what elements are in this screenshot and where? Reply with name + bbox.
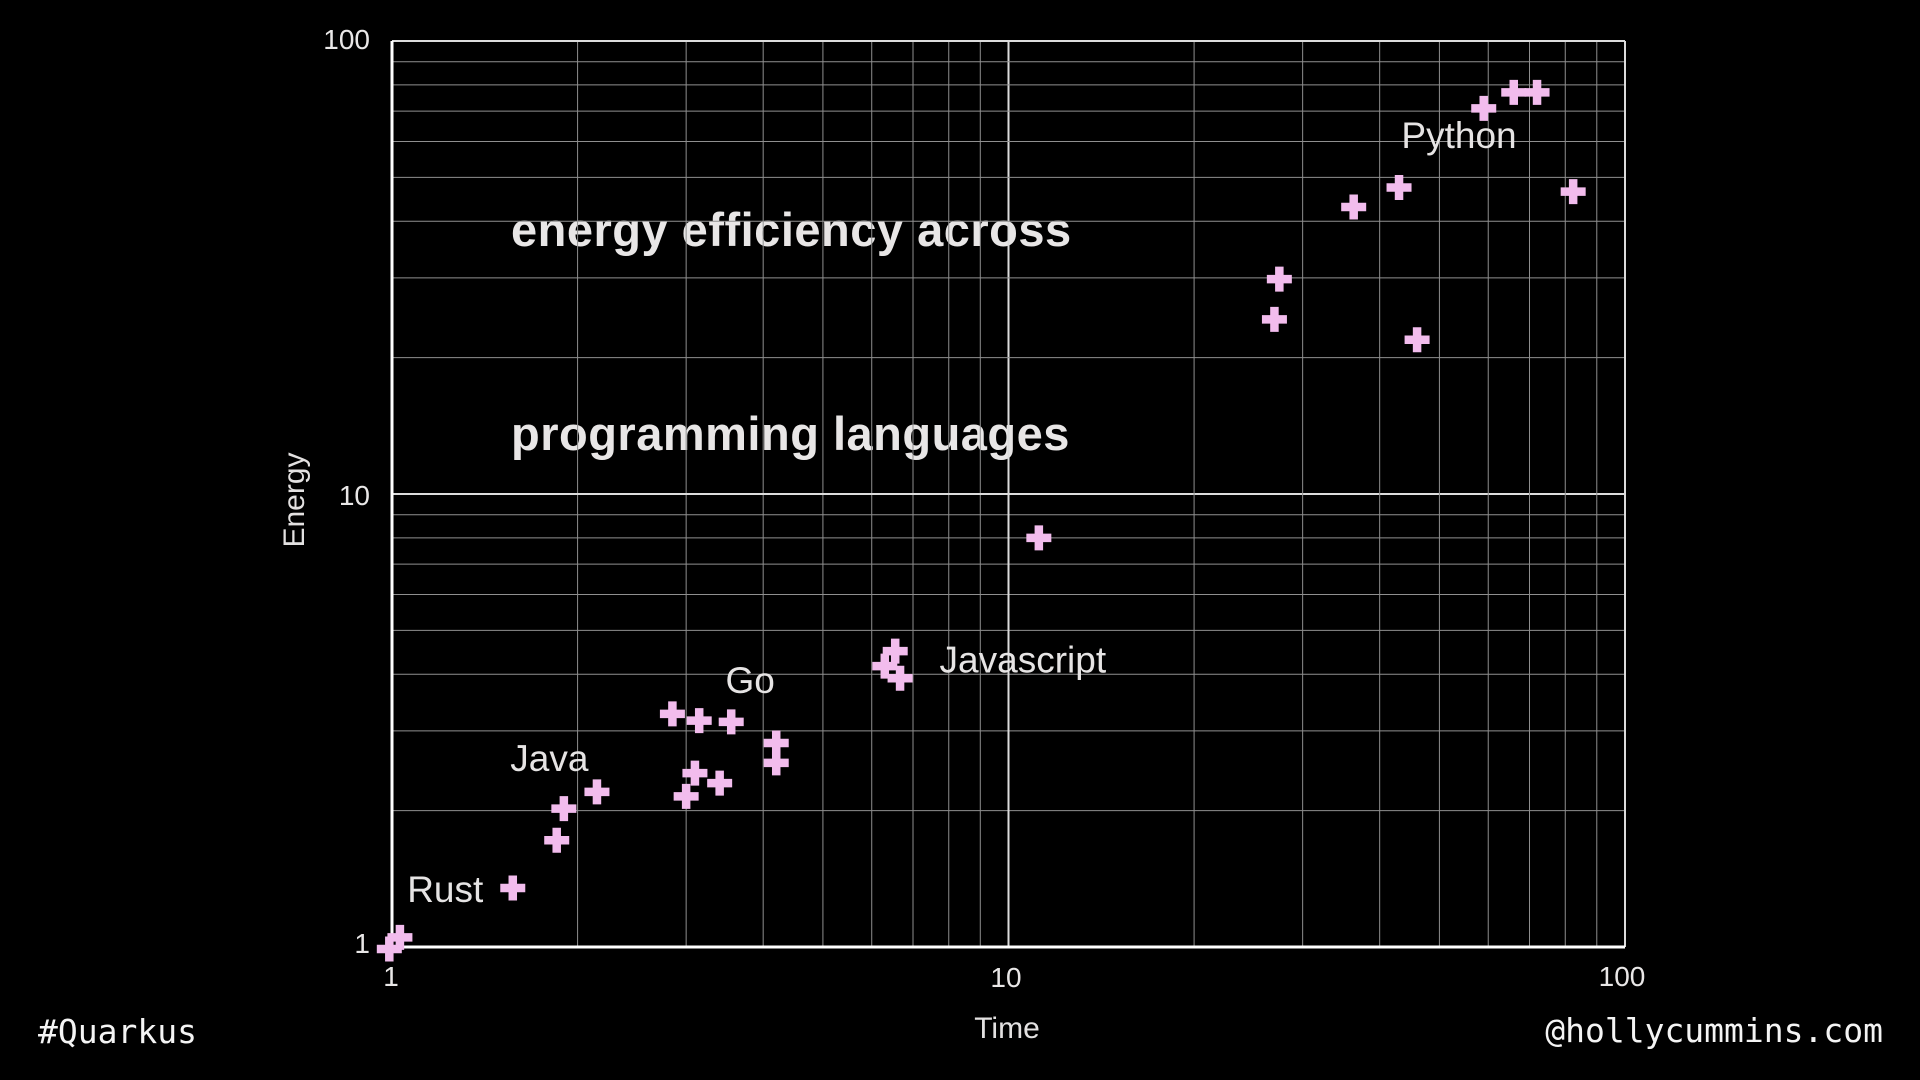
y-axis-label: Energy [278, 452, 311, 548]
chart-title: energy efficiency across programming lan… [511, 60, 1072, 604]
plot-canvas: Rust Java Go Javascript Python [376, 40, 1626, 962]
y-tick-100: 100 [323, 24, 370, 55]
data-point-python [1524, 79, 1550, 105]
y-tick-1: 1 [354, 928, 370, 959]
x-tick-1: 1 [383, 961, 399, 992]
data-point-python [1341, 194, 1367, 220]
data-point-javascript [882, 638, 908, 664]
data-point-python [1386, 174, 1412, 200]
language-label-go: Go [725, 660, 774, 701]
data-point-go [707, 770, 733, 796]
chart-title-line2: programming languages [511, 407, 1070, 460]
data-point-javascript [887, 665, 913, 691]
hashtag-text: #Quarkus [38, 1012, 197, 1051]
data-point-java [551, 796, 577, 822]
y-tick-10: 10 [338, 480, 370, 511]
data-point-go [763, 730, 789, 756]
x-tick-100: 100 [1598, 961, 1646, 992]
data-point-javascript [1026, 525, 1052, 551]
data-point-rust [387, 924, 413, 950]
data-point-python [1261, 306, 1287, 332]
data-point-go [682, 760, 708, 786]
data-point-python [1501, 79, 1527, 105]
data-point-go [659, 701, 685, 727]
language-label-javascript: Javascript [940, 640, 1107, 681]
data-point-rust [376, 936, 402, 962]
data-point-python [1266, 266, 1292, 292]
data-point-go [673, 783, 699, 809]
data-point-go [763, 750, 789, 776]
language-label-java: Java [510, 738, 589, 779]
data-point-go [686, 708, 712, 734]
plot-area: Rust Java Go Javascript Python [376, 40, 1626, 962]
chart-title-line1: energy efficiency across [511, 203, 1072, 256]
x-tick-10: 10 [990, 962, 1022, 993]
data-point-java [544, 827, 570, 853]
data-point-javascript [872, 653, 898, 679]
language-label-python: Python [1401, 115, 1516, 156]
language-label-rust: Rust [407, 869, 484, 910]
x-axis-label: Time [974, 1012, 1040, 1045]
data-point-rust [500, 875, 526, 901]
website-text: @hollycummins.com [1545, 1011, 1883, 1050]
data-point-python [1471, 95, 1497, 121]
data-point-java [584, 779, 610, 805]
data-point-go [718, 709, 744, 735]
data-point-python [1560, 179, 1586, 205]
data-point-python [1404, 327, 1430, 353]
